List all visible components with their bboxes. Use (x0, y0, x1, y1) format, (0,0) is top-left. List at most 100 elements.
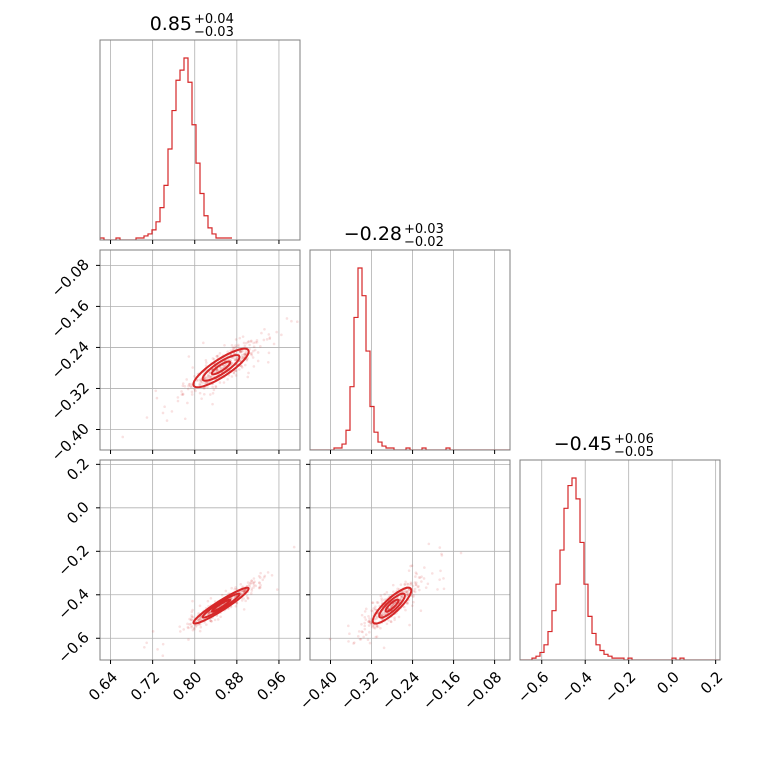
sample-point (208, 619, 212, 622)
x-tick-label: 0.64 (85, 668, 121, 704)
sample-point (410, 582, 413, 585)
sample-point (375, 601, 379, 604)
sample-point (250, 339, 253, 343)
sample-point (259, 345, 262, 348)
sample-point (143, 645, 146, 649)
sample-point (165, 419, 169, 422)
sample-point (371, 625, 374, 629)
sample-point (145, 641, 148, 645)
sample-point (371, 624, 375, 627)
sample-point (198, 623, 202, 626)
sample-point (413, 581, 417, 584)
sample-point (280, 333, 283, 337)
sample-point (57, 490, 60, 493)
sample-point (430, 572, 434, 575)
sample-point (367, 614, 370, 618)
sample-point (422, 577, 426, 580)
sample-point (216, 368, 219, 371)
sample-point (208, 611, 212, 614)
sample-point (235, 587, 238, 591)
sample-point (371, 609, 374, 613)
sample-point (363, 627, 367, 631)
sample-point (200, 380, 203, 383)
sample-point (390, 604, 393, 608)
sample-point (204, 358, 208, 362)
sample-point (242, 590, 246, 593)
sample-point (209, 375, 213, 379)
sample-point (399, 594, 403, 598)
sample-point (196, 618, 200, 622)
sample-point (191, 599, 194, 603)
sample-point (243, 353, 246, 357)
sample-point (419, 609, 423, 613)
sample-point (262, 576, 266, 579)
sample-point (240, 366, 244, 369)
sample-point (234, 345, 238, 349)
sample-point (385, 622, 389, 626)
sample-point (363, 616, 367, 619)
sample-point (211, 402, 214, 406)
sample-point (407, 589, 410, 592)
sample-point (215, 354, 219, 358)
sample-point (200, 381, 204, 385)
sample-point (242, 352, 246, 356)
sample-point (392, 602, 396, 605)
sample-point (206, 374, 210, 377)
sample-point (207, 612, 210, 615)
sample-point (375, 635, 379, 638)
x-tick-label: 0.2 (697, 668, 727, 698)
sample-point (254, 341, 257, 344)
sample-point (240, 350, 243, 353)
sample-point (207, 611, 211, 615)
sample-point (244, 599, 247, 603)
sample-point (334, 313, 337, 316)
sample-point (414, 583, 418, 586)
sample-point (154, 389, 158, 393)
sample-point (253, 580, 256, 584)
sample-point (411, 584, 415, 588)
sample-point (374, 605, 377, 608)
sample-point (151, 630, 155, 633)
sample-point (259, 576, 262, 579)
sample-point (362, 635, 365, 639)
histogram-series-0 (100, 57, 232, 240)
sample-point (369, 621, 373, 624)
sample-point (235, 602, 239, 605)
sample-point (373, 607, 377, 611)
sample-point (155, 396, 159, 400)
sample-point (373, 617, 377, 621)
sample-point (379, 613, 383, 617)
sample-point (208, 612, 211, 615)
sample-point (436, 588, 439, 591)
sample-point (409, 564, 412, 568)
sample-point (391, 583, 395, 587)
sample-point (250, 579, 254, 583)
sample-point (176, 396, 180, 399)
contour-level (192, 586, 250, 625)
sample-point (198, 383, 201, 387)
sample-point (292, 545, 296, 549)
sample-point (222, 381, 226, 384)
sample-point (268, 336, 272, 339)
sample-point (251, 356, 255, 359)
y-tick-label: 0.0 (63, 498, 93, 528)
sample-point (412, 600, 415, 604)
sample-point (198, 382, 202, 385)
title-plus-error: +0.04 (194, 12, 234, 27)
sample-point (206, 381, 209, 384)
panel-title-1: −0.28 +0.03−0.02 (344, 222, 444, 250)
sample-point (226, 378, 229, 381)
sample-point (363, 624, 367, 628)
sample-point (267, 351, 271, 355)
sample-point (161, 654, 165, 658)
panel-frame (99, 459, 301, 661)
sample-point (244, 352, 248, 355)
sample-point (364, 618, 368, 621)
sample-point (410, 564, 414, 568)
sample-point (186, 401, 189, 405)
sample-point (252, 365, 256, 368)
sample-point (256, 359, 260, 363)
sample-point (243, 363, 247, 367)
sample-point (185, 378, 188, 381)
